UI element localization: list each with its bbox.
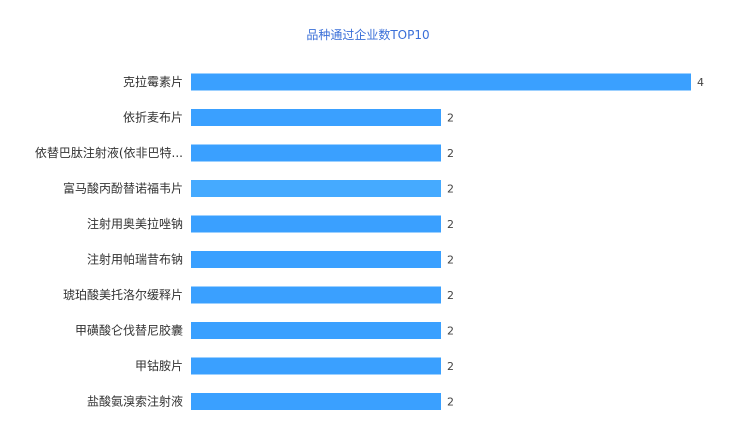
- value-label: 2: [447, 289, 454, 302]
- bar[interactable]: [191, 251, 441, 268]
- bar[interactable]: [191, 393, 441, 410]
- category-label: 甲钴胺片: [135, 358, 183, 373]
- category-label: 克拉霉素片: [123, 74, 183, 89]
- value-label: 2: [447, 112, 454, 125]
- category-label: 依替巴肽注射液(依非巴特...: [35, 145, 183, 160]
- bar[interactable]: [191, 322, 441, 339]
- value-label: 4: [697, 76, 704, 89]
- category-label: 甲磺酸仑伐替尼胶囊: [75, 323, 183, 338]
- value-label: 2: [447, 183, 454, 196]
- bar[interactable]: [191, 144, 441, 162]
- value-label: 2: [447, 325, 454, 338]
- value-label: 2: [447, 360, 454, 373]
- category-label: 依折麦布片: [123, 110, 183, 125]
- category-label: 盐酸氨溴索注射液: [87, 394, 183, 409]
- value-label: 2: [447, 396, 454, 409]
- value-label: 2: [447, 147, 454, 160]
- bar[interactable]: [191, 109, 441, 126]
- bar[interactable]: [191, 357, 441, 375]
- category-label: 富马酸丙酚替诺福韦片: [63, 181, 183, 196]
- value-label: 2: [447, 218, 454, 231]
- value-label: 2: [447, 254, 454, 267]
- bar[interactable]: [191, 180, 441, 197]
- bar[interactable]: [191, 286, 441, 304]
- bar[interactable]: [191, 215, 441, 233]
- category-label: 琥珀酸美托洛尔缓释片: [63, 287, 183, 302]
- bar[interactable]: [191, 73, 691, 91]
- chart-title: 品种通过企业数TOP10: [306, 28, 430, 42]
- category-label: 注射用帕瑞昔布钠: [87, 252, 183, 267]
- category-label: 注射用奥美拉唑钠: [87, 216, 183, 231]
